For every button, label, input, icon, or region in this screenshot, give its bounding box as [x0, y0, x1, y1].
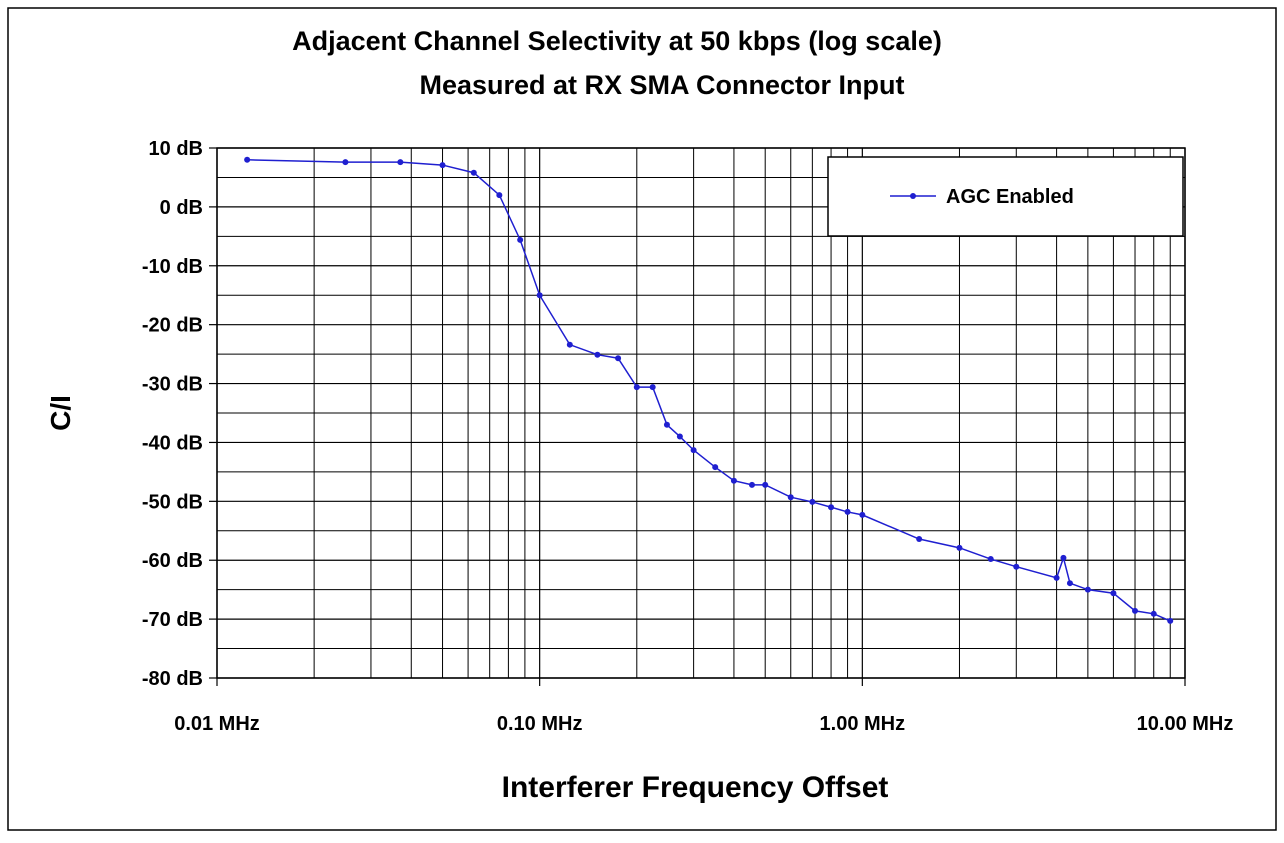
x-tick-label: 10.00 MHz — [1137, 713, 1234, 735]
data-point — [956, 544, 963, 551]
plot-area — [216, 147, 1186, 679]
y-tick-label: -60 dB — [142, 550, 203, 572]
y-tick-label: 0 dB — [160, 197, 203, 219]
data-point — [615, 355, 622, 362]
data-point — [787, 494, 794, 501]
data-point — [809, 498, 816, 505]
y-tick-label: -10 dB — [142, 256, 203, 278]
data-point — [566, 341, 573, 348]
x-tick-label: 0.01 MHz — [174, 713, 260, 735]
data-point — [676, 433, 683, 440]
data-point — [470, 169, 477, 176]
data-point — [1053, 574, 1060, 581]
y-tick-label: -70 dB — [142, 609, 203, 631]
data-point — [916, 536, 923, 543]
data-point — [1110, 590, 1117, 597]
y-tick-label: -30 dB — [142, 374, 203, 396]
data-point — [712, 464, 719, 471]
chart-title: Adjacent Channel Selectivity at 50 kbps … — [292, 26, 942, 56]
data-point — [748, 481, 755, 488]
data-point — [663, 421, 670, 428]
data-point — [594, 351, 601, 358]
legend-marker — [910, 193, 916, 199]
data-point — [1084, 586, 1091, 593]
data-point — [1066, 580, 1073, 587]
data-point — [762, 481, 769, 488]
data-point — [987, 556, 994, 563]
data-point — [342, 159, 349, 166]
data-point — [828, 504, 835, 511]
y-tick-label: -50 dB — [142, 491, 203, 513]
data-point — [690, 447, 697, 454]
y-tick-label: -80 dB — [142, 668, 203, 690]
data-point — [517, 236, 524, 243]
data-point — [633, 384, 640, 391]
data-point — [244, 156, 251, 163]
data-point — [397, 159, 404, 166]
data-point — [1132, 607, 1139, 614]
data-point — [439, 162, 446, 169]
data-point — [1150, 610, 1157, 617]
y-tick-label: -20 dB — [142, 315, 203, 337]
x-tick-label: 1.00 MHz — [820, 713, 906, 735]
data-point — [844, 508, 851, 515]
chart-subtitle: Measured at RX SMA Connector Input — [419, 70, 904, 100]
data-point — [859, 511, 866, 518]
x-tick-label: 0.10 MHz — [497, 713, 583, 735]
y-tick-label: -40 dB — [142, 432, 203, 454]
x-axis-label: Interferer Frequency Offset — [502, 771, 889, 804]
y-tick-label: 10 dB — [149, 138, 203, 160]
data-point — [1167, 617, 1174, 624]
data-point — [536, 292, 543, 299]
legend-label: AGC Enabled — [946, 186, 1074, 208]
legend-box — [827, 156, 1184, 237]
y-axis-label: C/I — [45, 395, 76, 431]
data-point — [1013, 563, 1020, 570]
data-point — [649, 384, 656, 391]
data-point — [1060, 554, 1067, 561]
data-point — [730, 477, 737, 484]
chart-frame — [7, 7, 1277, 831]
data-point — [496, 192, 503, 199]
